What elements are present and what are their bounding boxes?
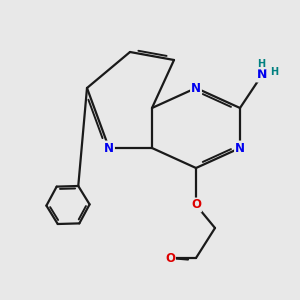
Text: H: H — [271, 67, 279, 77]
Text: O: O — [191, 199, 201, 212]
Text: N: N — [257, 68, 267, 82]
Text: N: N — [104, 142, 114, 154]
Text: N: N — [191, 82, 201, 94]
Text: H: H — [257, 58, 266, 69]
Text: O: O — [165, 251, 175, 265]
Text: N: N — [235, 142, 245, 154]
